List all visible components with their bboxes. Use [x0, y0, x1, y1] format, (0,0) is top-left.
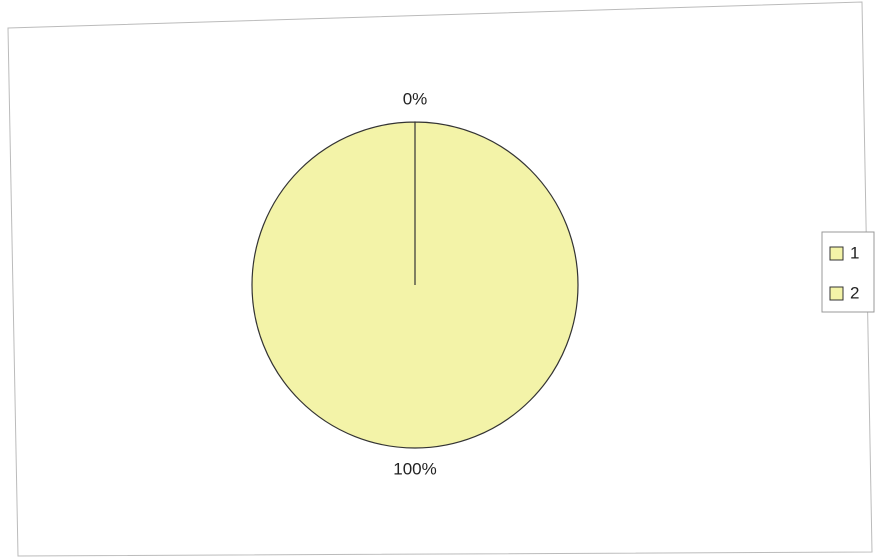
pie-slice [251, 121, 579, 449]
data-label: 0% [403, 89, 428, 108]
legend-swatch [829, 246, 844, 261]
legend-label: 1 [850, 243, 859, 262]
legend-label: 2 [850, 283, 859, 302]
data-label: 100% [393, 459, 436, 478]
legend-swatch [829, 286, 844, 301]
